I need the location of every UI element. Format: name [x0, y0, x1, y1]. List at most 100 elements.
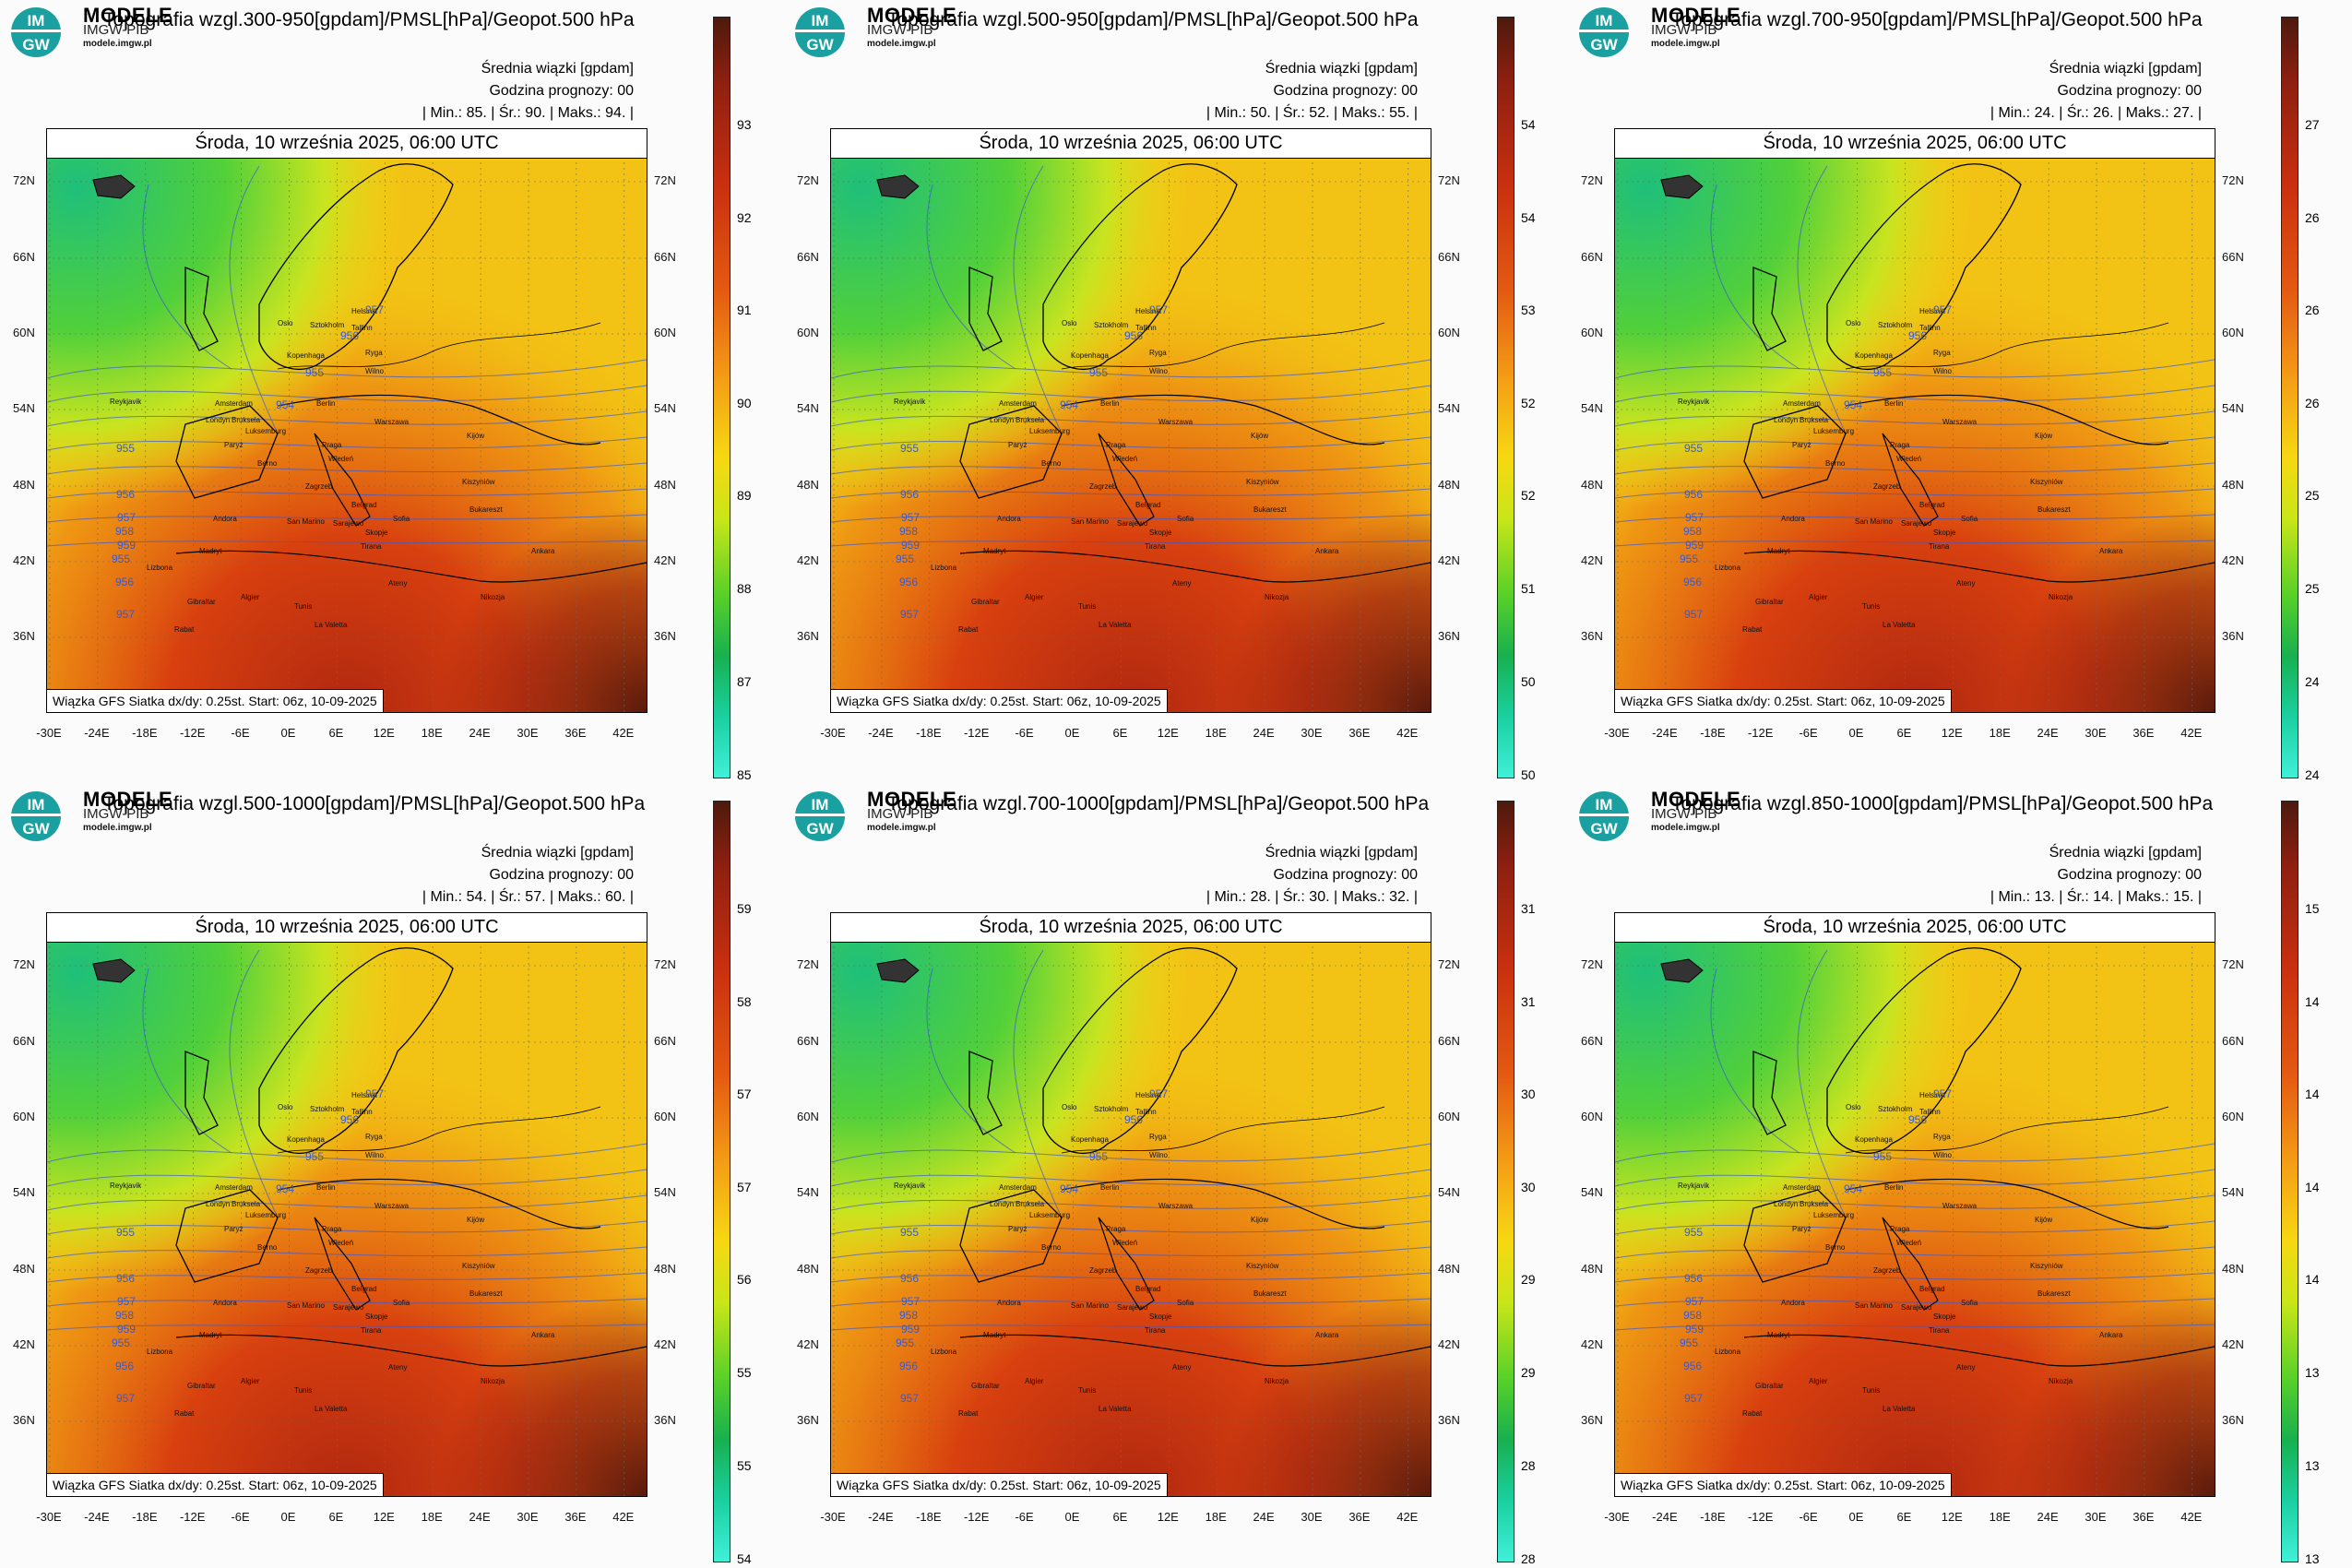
- city-label: Ryga: [1933, 1133, 1951, 1141]
- lat-label: 72N: [13, 173, 35, 187]
- city-label: Tirana: [1145, 1326, 1166, 1335]
- city-label: Sarajewo: [1901, 519, 1932, 528]
- city-label: San Marino: [1071, 1301, 1109, 1310]
- contour-label: 959: [117, 539, 136, 552]
- lon-label: 36E: [1348, 726, 1371, 740]
- lat-label: 42N: [797, 1337, 819, 1351]
- forecast-hour: Godzina prognozy: 00: [489, 867, 634, 883]
- city-label: Algier: [1025, 593, 1044, 601]
- logo-text-top: IM: [1596, 796, 1613, 814]
- city-label: Wilno: [1149, 1151, 1169, 1159]
- lat-label: 36N: [13, 1413, 35, 1427]
- city-label: Luksemburg: [1029, 1211, 1070, 1219]
- forecast-date: Środa, 10 września 2025, 06:00 UTC: [831, 129, 1431, 159]
- city-label: Ankara: [1315, 547, 1339, 555]
- lon-label: 24E: [1253, 1510, 1275, 1524]
- colorbar-tick: 59: [737, 901, 752, 916]
- city-label: Bruksela: [1016, 1200, 1045, 1208]
- city-label: Praga: [322, 1225, 342, 1233]
- lon-label: 12E: [1157, 726, 1179, 740]
- stats-line: | Min.: 24. | Śr.: 26. | Maks.: 27. |: [1990, 105, 2202, 121]
- city-label: Nikozja: [1265, 593, 1289, 601]
- lat-label: 54N: [654, 1185, 676, 1199]
- city-label: Zagrzeb: [305, 1266, 333, 1275]
- contour-label: 954: [276, 1182, 294, 1195]
- lon-label: -6E: [231, 1510, 250, 1524]
- lon-label: -18E: [1700, 726, 1726, 740]
- city-label: Bruksela: [232, 1200, 261, 1208]
- lon-label: -30E: [36, 1510, 62, 1524]
- city-label: Gibraltar: [971, 1382, 1000, 1390]
- lat-label: 66N: [2222, 1034, 2244, 1048]
- contour-label: 956: [340, 329, 359, 342]
- forecast-hour: Godzina prognozy: 00: [2057, 867, 2202, 883]
- forecast-map: Helsinki Tallinn Oslo Sztokholm Ryga Kopenhag…: [830, 912, 1431, 1497]
- map-title: Topografia wzgl.700-1000[gpdam]/PMSL[hPa…: [887, 793, 1430, 814]
- city-label: Skopje: [1149, 1313, 1172, 1321]
- map-panel: IM GW MODELE IMGW-PIB modele.imgw.pl Topograf…: [1568, 0, 2352, 784]
- lat-label: 42N: [654, 553, 676, 567]
- map-title: Topografia wzgl.500-1000[gpdam]/PMSL[hPa…: [103, 793, 646, 814]
- lon-label: 30E: [2085, 1510, 2107, 1524]
- city-label: Ankara: [2099, 547, 2123, 555]
- city-label: Paryż: [1792, 441, 1811, 449]
- city-label: Sztokholm: [1094, 321, 1129, 329]
- city-label: Bruksela: [1800, 416, 1829, 424]
- lat-label: 36N: [654, 629, 676, 643]
- forecast-date: Środa, 10 września 2025, 06:00 UTC: [831, 913, 1431, 943]
- city-label: Ankara: [531, 1331, 555, 1339]
- colorbar-tick: 53: [1521, 303, 1536, 317]
- contour-label: 956: [1684, 488, 1703, 501]
- lat-label: 48N: [13, 478, 35, 492]
- contour-label: 955: [1089, 1150, 1108, 1163]
- lon-label: 18E: [1205, 1510, 1227, 1524]
- subtitle: Średnia wiązki [gpdam]: [481, 845, 634, 861]
- city-label: Madryt: [1767, 1331, 1790, 1339]
- lat-label: 42N: [2222, 553, 2244, 567]
- map-title: Topografia wzgl.300-950[gpdam]/PMSL[hPa]…: [103, 9, 635, 30]
- lat-label: 42N: [1438, 553, 1460, 567]
- city-label: Ateny: [388, 579, 407, 588]
- contour-label: 958: [899, 525, 918, 538]
- colorbar: [2281, 801, 2299, 1562]
- city-label: Wilno: [365, 367, 385, 375]
- city-label: Amsterdam: [215, 399, 253, 408]
- imgw-logo-icon: IM GW: [11, 791, 61, 841]
- lon-label: 30E: [517, 726, 539, 740]
- city-label: Amsterdam: [215, 1183, 253, 1192]
- brand-site: modele.imgw.pl: [1651, 823, 1720, 833]
- city-label: Tirana: [361, 542, 382, 551]
- lon-label: 0E: [280, 726, 296, 740]
- contour-label: 956: [340, 1113, 359, 1126]
- city-label: Londyn: [990, 1200, 1014, 1208]
- city-label: Gibraltar: [971, 598, 1000, 606]
- map-panel: IM GW MODELE IMGW-PIB modele.imgw.pl Topograf…: [0, 0, 784, 784]
- map-field: Helsinki Tallinn Oslo Sztokholm Ryga Kopenhag…: [1615, 913, 2215, 1496]
- lat-label: 54N: [13, 1185, 35, 1199]
- city-label: Oslo: [1062, 319, 1077, 327]
- contour-label: 955: [112, 1336, 130, 1349]
- stats-line: | Min.: 85. | Śr.: 90. | Maks.: 94. |: [422, 105, 634, 121]
- lat-label: 36N: [654, 1413, 676, 1427]
- city-label: Oslo: [1846, 319, 1861, 327]
- logo-text-top: IM: [28, 796, 45, 814]
- colorbar-tick: 87: [737, 674, 752, 689]
- city-label: Wilno: [1149, 367, 1169, 375]
- lon-label: 30E: [1301, 726, 1323, 740]
- city-label: Reykjavik: [894, 398, 926, 406]
- model-info: Wiązka GFS Siatka dx/dy: 0.25st. Start: …: [47, 1473, 384, 1496]
- city-label: Tallinn: [351, 324, 373, 332]
- colorbar-tick: 26: [2305, 303, 2320, 317]
- brand-imgw: IMGW-PIB: [83, 806, 149, 822]
- colorbar-tick: 57: [737, 1180, 752, 1194]
- city-label: Tirana: [1145, 542, 1166, 551]
- contour-label: 957: [1684, 1392, 1703, 1405]
- lon-label: 24E: [469, 1510, 491, 1524]
- subtitle: Średnia wiązki [gpdam]: [2049, 61, 2202, 77]
- city-label: Bukareszt: [469, 505, 503, 514]
- forecast-hour: Godzina prognozy: 00: [1273, 83, 1418, 99]
- lat-label: 66N: [1581, 250, 1603, 264]
- contour-label: 956: [1124, 1113, 1143, 1126]
- contour-label: 956: [899, 576, 918, 588]
- lat-label: 48N: [1581, 1262, 1603, 1276]
